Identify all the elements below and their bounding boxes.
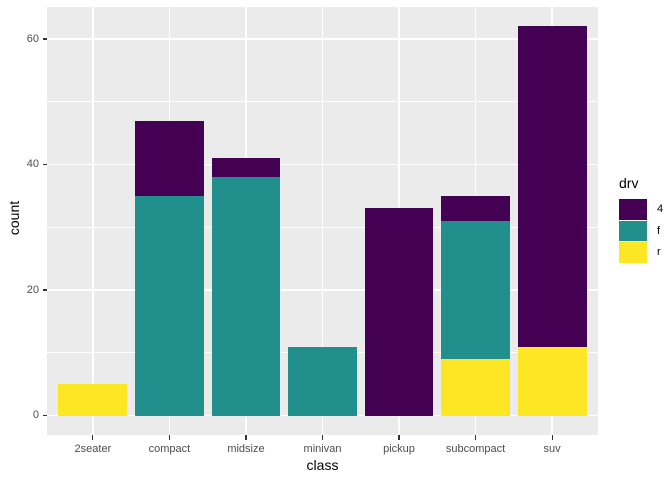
legend-swatch-4 <box>619 199 647 220</box>
bar-segment-pickup-drv-4 <box>364 208 434 416</box>
x-axis-title: class <box>306 457 339 473</box>
bar-segment-suv-drv-r <box>517 346 587 416</box>
bar-segment-subcompact-drv-f <box>441 221 510 360</box>
legend-swatch-f <box>619 220 647 242</box>
y-axis-title: count <box>6 200 22 236</box>
y-tick-label-20: 20 <box>26 283 39 296</box>
legend-item-r: r <box>619 242 661 263</box>
legend-label-4: 4 <box>657 203 664 215</box>
gridline-vertical-minivan <box>321 7 324 435</box>
gridline-vertical-2seater <box>92 7 94 435</box>
legend-item-f: f <box>619 220 660 242</box>
bar-segment-midsize-drv-f <box>211 177 281 416</box>
legend-item-4: 4 <box>619 199 663 220</box>
y-tick-20 <box>42 289 47 291</box>
legend-swatch-r <box>619 242 647 263</box>
bar-segment-midsize-drv-4 <box>211 158 281 178</box>
x-tick-subcompact <box>475 435 477 440</box>
x-tick-midsize <box>245 435 247 440</box>
legend-label-r: r <box>657 246 661 259</box>
bar-segment-subcompact-drv-4 <box>441 195 510 221</box>
bar-segment-compact-drv-4 <box>135 120 204 196</box>
y-tick-60 <box>42 38 47 40</box>
y-tick-0 <box>42 414 47 417</box>
x-tick-pickup <box>398 435 400 440</box>
x-tick-label-midsize: midsize <box>227 443 265 455</box>
y-tick-label-40: 40 <box>26 158 39 171</box>
x-tick-compact <box>168 435 170 440</box>
bar-segment-suv-drv-4 <box>517 26 587 347</box>
bar-segment-subcompact-drv-r <box>441 359 510 416</box>
x-tick-label-2seater: 2seater <box>74 443 112 455</box>
x-tick-label-suv: suv <box>543 443 561 455</box>
bar-segment-minivan-drv-f <box>288 346 357 416</box>
x-tick-label-pickup: pickup <box>383 443 415 455</box>
x-tick-2seater <box>92 435 94 440</box>
y-tick-40 <box>42 163 47 166</box>
x-tick-minivan <box>321 435 324 440</box>
bar-segment-2seater-drv-r <box>58 384 128 416</box>
y-tick-label-0: 0 <box>32 409 39 422</box>
y-tick-label-60: 60 <box>26 32 39 45</box>
plot-panel <box>47 7 598 435</box>
x-tick-label-subcompact: subcompact <box>445 443 506 455</box>
x-tick-label-minivan: minivan <box>303 443 342 455</box>
x-tick-suv <box>551 435 553 440</box>
legend-title: drv <box>619 175 639 191</box>
legend-label-f: f <box>657 224 661 237</box>
x-tick-label-compact: compact <box>148 443 191 455</box>
bar-segment-compact-drv-f <box>135 195 204 416</box>
